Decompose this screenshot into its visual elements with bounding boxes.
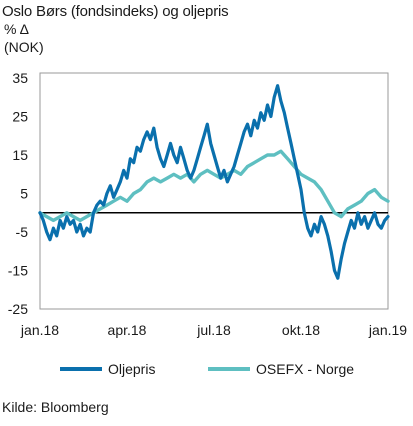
series-line-osefx	[38, 149, 390, 223]
x-tick-label: jan.19	[368, 322, 407, 338]
x-tick-label: okt.18	[282, 322, 320, 338]
x-tick-label: apr.18	[108, 322, 147, 338]
x-tick-label: jul.18	[196, 322, 231, 338]
y-axis-currency-label: (NOK)	[4, 39, 44, 55]
y-axis-unit-label: % Δ	[4, 21, 29, 37]
source-note: Kilde: Bloomberg	[2, 399, 109, 415]
y-axis-ticks: 35 25 15 5 -5 -15 -25	[8, 70, 28, 317]
x-axis-ticks: jan.18 apr.18 jul.18 okt.18 jan.19	[20, 322, 407, 338]
y-tick-label: 15	[12, 147, 28, 163]
series-line-oljepris	[38, 84, 390, 280]
y-tick-label: 25	[12, 109, 28, 125]
plot-area-frame	[39, 72, 389, 310]
legend-label-osefx: OSEFX - Norge	[256, 361, 354, 377]
y-tick-label: 5	[20, 186, 28, 202]
y-tick-label: 35	[12, 70, 28, 86]
series-group	[38, 84, 390, 280]
y-tick-label: -25	[8, 301, 28, 317]
y-tick-label: -15	[8, 263, 28, 279]
x-tick-label: jan.18	[20, 322, 59, 338]
legend-label-oljepris: Oljepris	[108, 361, 155, 377]
chart-title: Oslo Børs (fondsindeks) og oljepris	[2, 3, 229, 20]
y-tick-label: -5	[16, 224, 29, 240]
